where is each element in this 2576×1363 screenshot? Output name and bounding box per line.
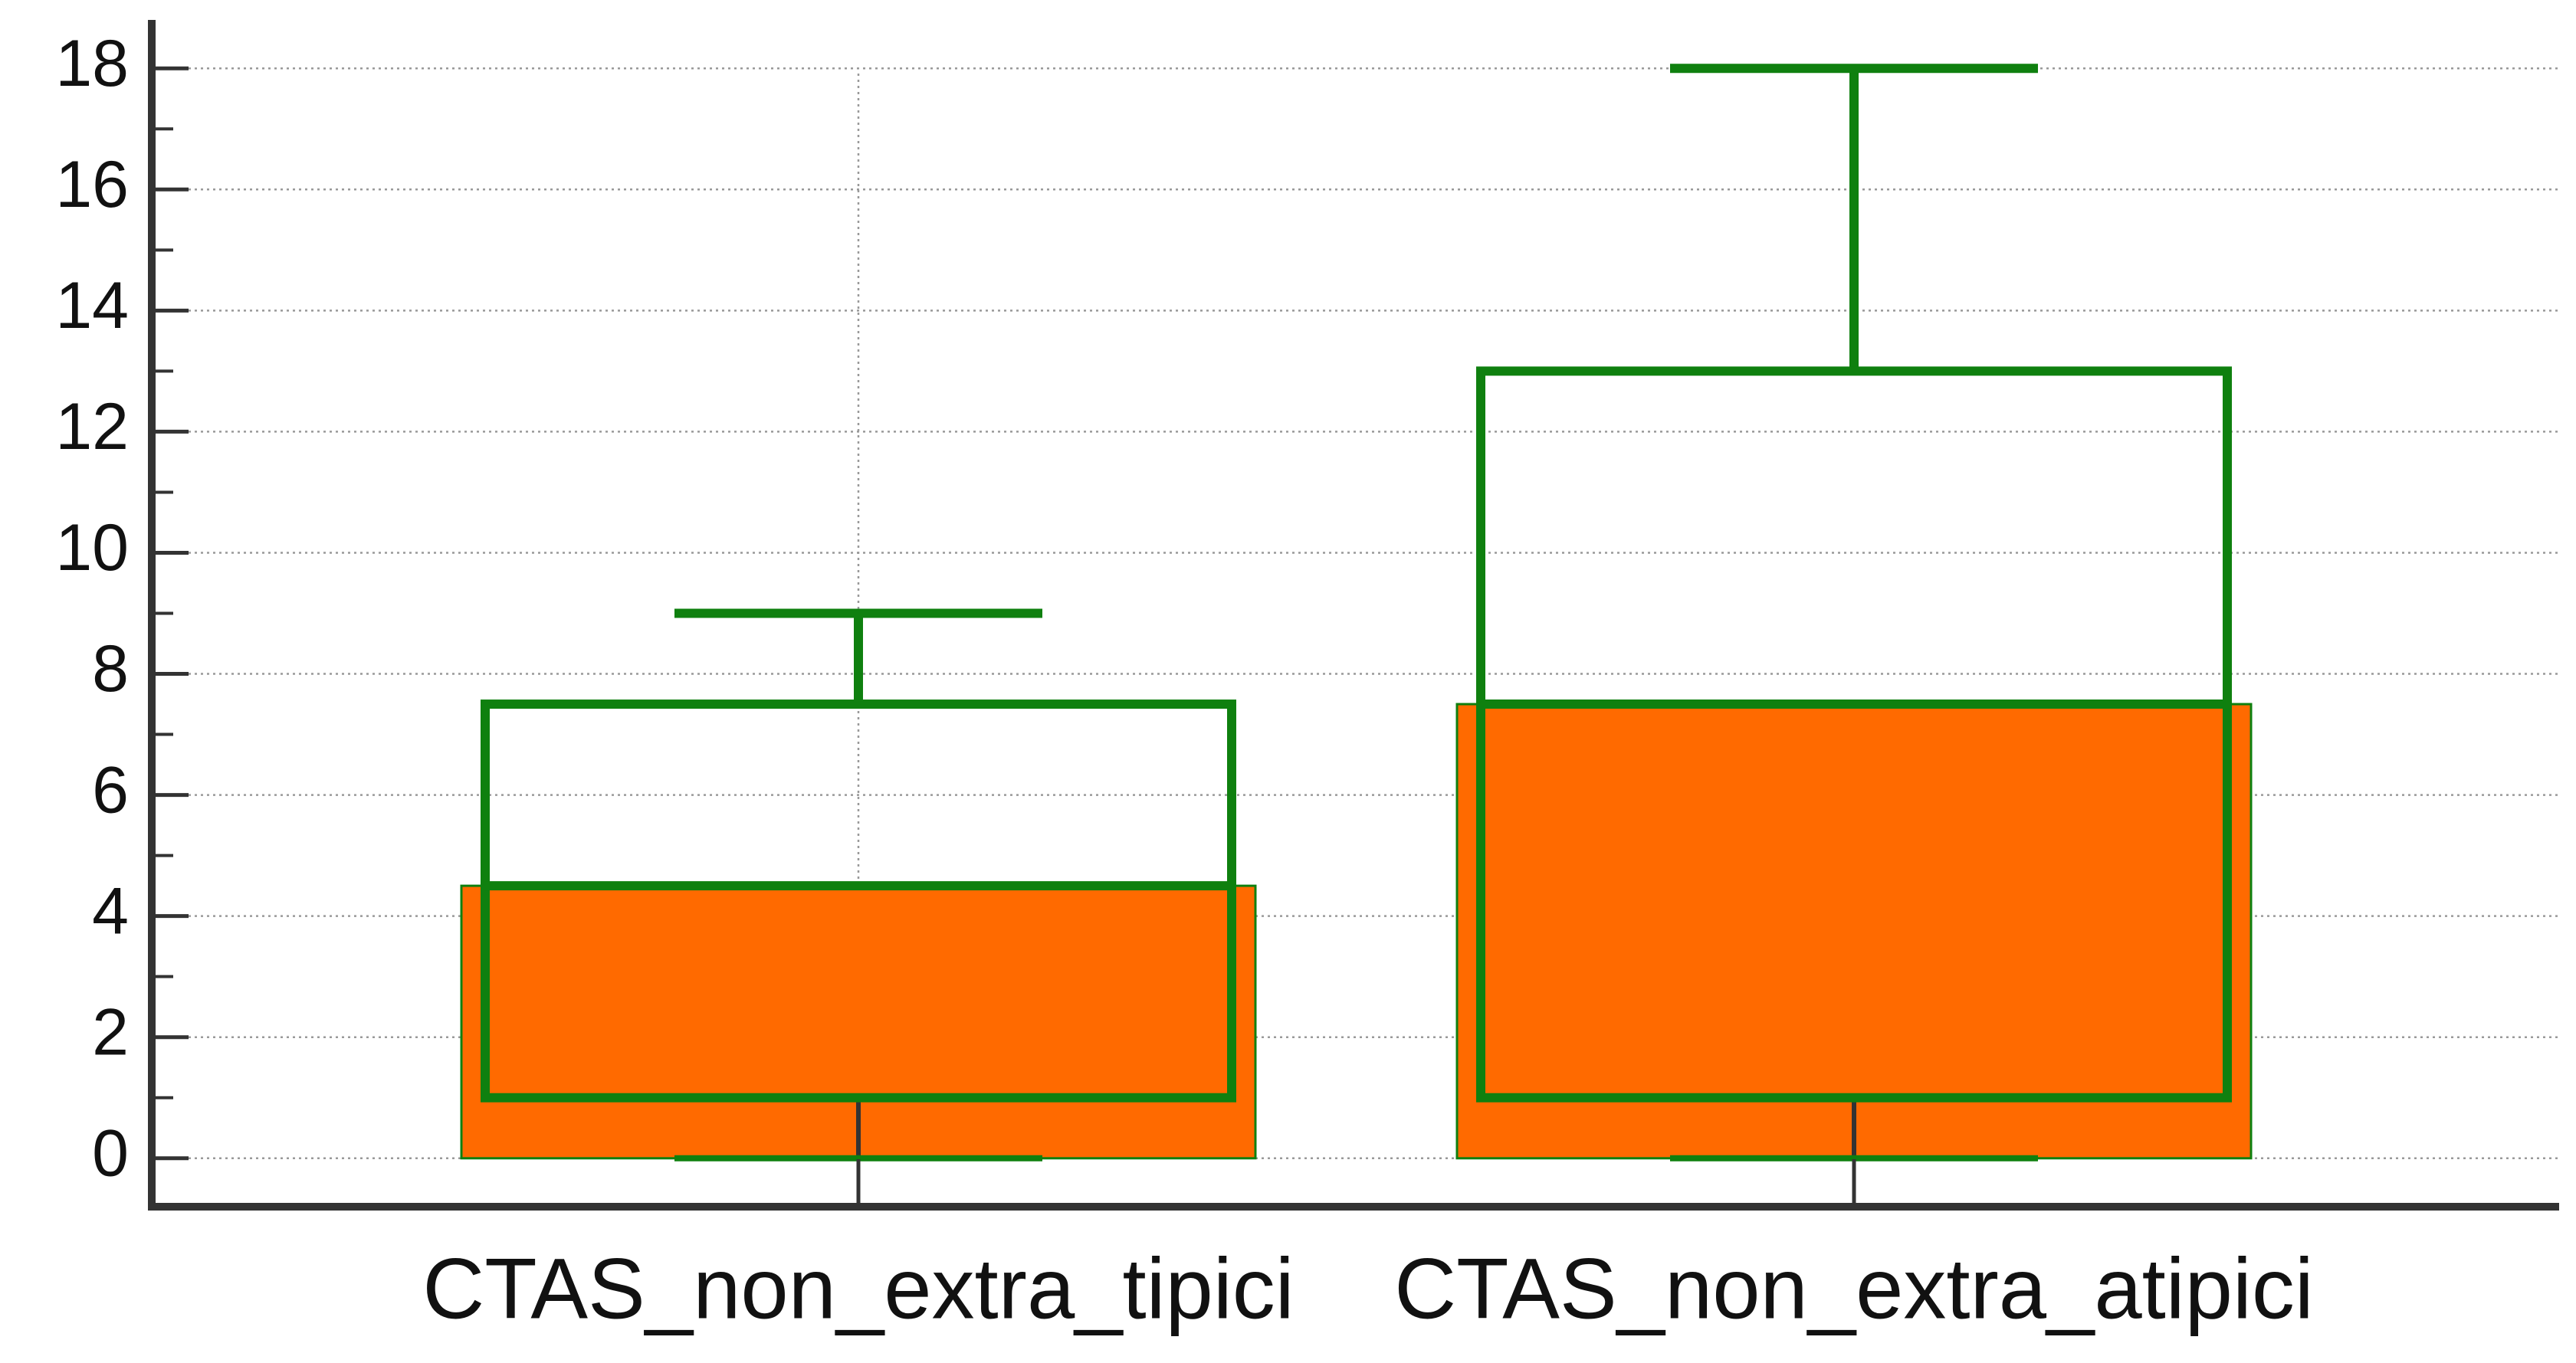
x-tick-label: CTAS_non_extra_tipici: [422, 1241, 1294, 1337]
y-tick-label: 6: [92, 753, 129, 827]
box: [1476, 366, 2232, 1103]
x-tick-label: CTAS_non_extra_atipici: [1394, 1241, 2313, 1337]
y-tick-label: 0: [92, 1116, 129, 1190]
y-tick-label: 4: [92, 874, 129, 948]
y-tick-label: 2: [92, 995, 129, 1069]
y-tick-label: 16: [55, 148, 129, 221]
median-bar: [1455, 703, 2253, 1160]
box: [481, 700, 1236, 1103]
y-tick-label: 8: [92, 632, 129, 706]
y-tick-label: 18: [55, 27, 129, 100]
y-tick-label: 12: [55, 390, 129, 464]
y-tick-label: 14: [55, 269, 129, 342]
y-tick-label: 10: [55, 511, 129, 585]
